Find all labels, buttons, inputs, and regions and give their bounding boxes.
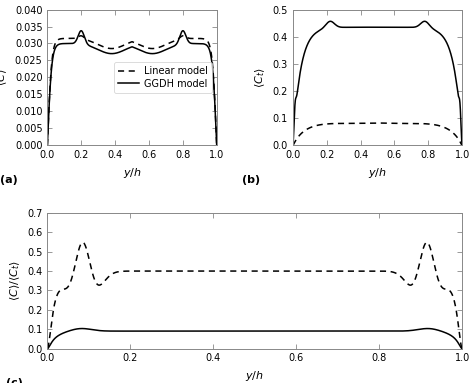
- GGDH model: [122, 47, 128, 52]
- GGDH model: [209, 59, 215, 64]
- GGDH model: [53, 44, 59, 49]
- Line: GGDH model: GGDH model: [47, 31, 217, 145]
- GGDH model: [127, 45, 133, 50]
- X-axis label: $y/h$: $y/h$: [246, 369, 264, 383]
- Linear model: [53, 39, 59, 44]
- Y-axis label: $\langle C_t \rangle$: $\langle C_t \rangle$: [254, 67, 267, 88]
- GGDH model: [78, 28, 84, 33]
- Linear model: [122, 42, 128, 47]
- Legend: Linear model, GGDH model: Linear model, GGDH model: [114, 62, 212, 93]
- Linear model: [127, 40, 133, 45]
- Y-axis label: $\langle C \rangle$: $\langle C \rangle$: [0, 69, 9, 86]
- Line: Linear model: Linear model: [47, 36, 217, 145]
- Linear model: [209, 55, 215, 60]
- X-axis label: $y/h$: $y/h$: [368, 165, 387, 180]
- Text: (b): (b): [242, 175, 260, 185]
- Linear model: [178, 34, 183, 39]
- Text: (a): (a): [0, 175, 18, 185]
- Text: (c): (c): [6, 378, 23, 383]
- Linear model: [180, 33, 186, 38]
- Linear model: [214, 143, 219, 147]
- Linear model: [45, 143, 50, 147]
- Linear model: [209, 56, 215, 61]
- GGDH model: [214, 143, 219, 147]
- X-axis label: $y/h$: $y/h$: [123, 165, 142, 180]
- Y-axis label: $\langle C \rangle / \langle C_t \rangle$: $\langle C \rangle / \langle C_t \rangle…: [8, 260, 22, 301]
- GGDH model: [209, 60, 215, 65]
- GGDH model: [178, 31, 183, 36]
- GGDH model: [45, 143, 50, 147]
